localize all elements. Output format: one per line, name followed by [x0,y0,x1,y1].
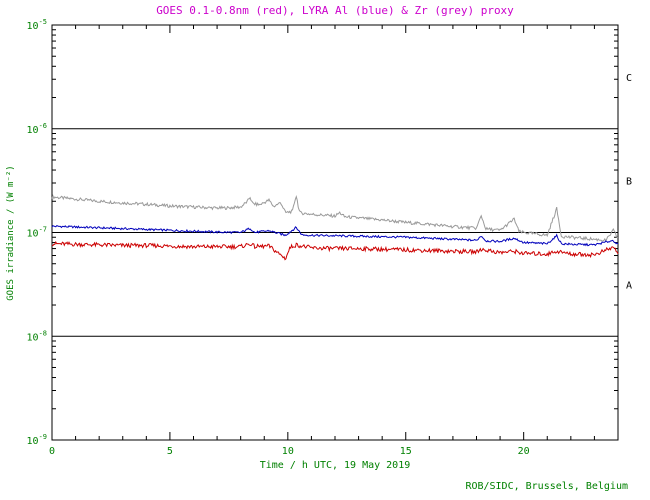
x-tick-label: 20 [518,446,530,457]
flare-class-label: A [626,280,632,291]
x-tick-label: 5 [167,446,173,457]
y-tick-label: 10-5 [27,18,47,32]
series-lyra-zr-grey [51,194,619,243]
x-tick-label: 10 [282,446,294,457]
chart-title: GOES 0.1-0.8nm (red), LYRA Al (blue) & Z… [156,4,514,17]
y-tick-label: 10-6 [27,122,47,136]
x-tick-label: 0 [49,446,55,457]
y-tick-label: 10-9 [27,433,47,447]
x-axis-label: Time / h UTC, 19 May 2019 [260,460,411,471]
axis-tick-labels: 0 5 10 15 20 10-5 10-6 10-7 10-8 10-9 C B A [27,18,633,457]
series-lyra-al-blue [51,225,619,247]
credit-text: ROB/SIDC, Brussels, Belgium [465,481,628,492]
y-axis-label: GOES irradiance / (W m⁻²) [6,165,16,300]
y-tick-label: 10-8 [27,329,47,343]
flare-class-label: B [626,177,632,188]
x-tick-label: 15 [400,446,412,457]
flare-class-label: C [626,73,632,84]
y-tick-label: 10-7 [27,226,47,240]
data-series [51,194,619,261]
series-goes-xray-red [51,240,619,261]
